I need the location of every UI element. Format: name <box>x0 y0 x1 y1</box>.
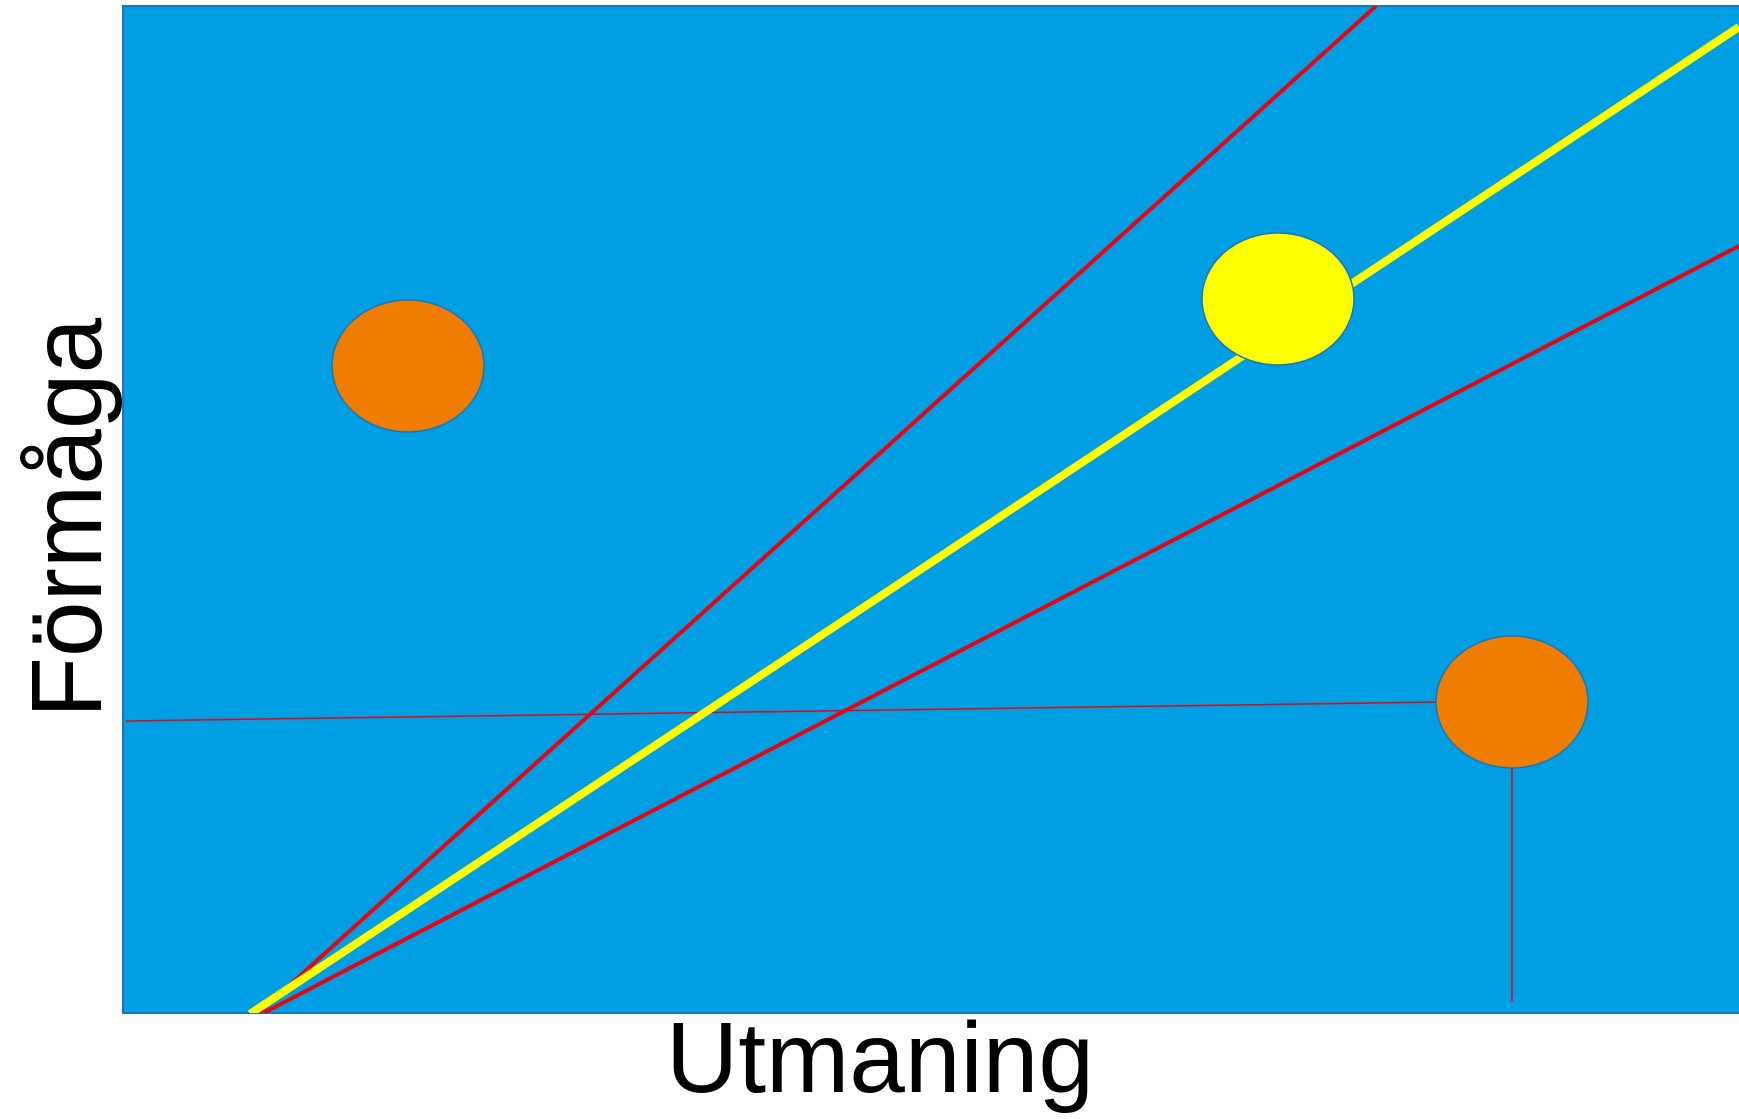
lower-boundary-line <box>259 244 1739 1013</box>
diagram-content <box>125 6 1739 1013</box>
balanced-marker <box>1201 232 1355 366</box>
balance-line <box>247 23 1739 1013</box>
x-axis-label: Utmaning <box>666 1002 1094 1114</box>
high-challenge-low-ability-marker <box>1435 635 1589 769</box>
horizontal-guide-line <box>125 700 1513 722</box>
y-axis-label: Förmåga <box>11 318 123 719</box>
upper-boundary-line <box>255 6 1378 1013</box>
high-ability-low-challenge-marker <box>331 299 485 433</box>
diagram-panel <box>122 5 1739 1014</box>
